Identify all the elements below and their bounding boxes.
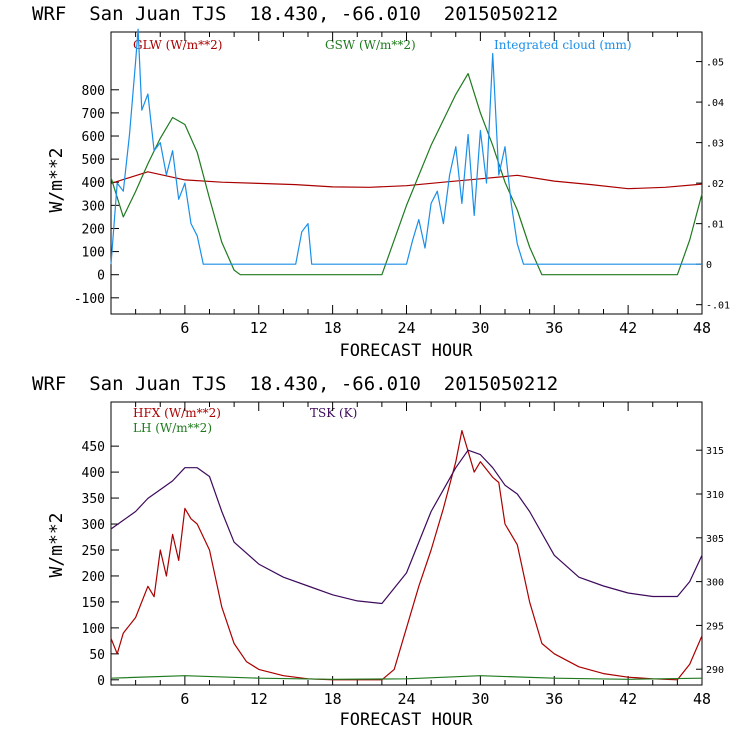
legend-hfx: HFX (W/m**2) <box>133 406 221 420</box>
y2-tick-label: 300 <box>706 578 724 589</box>
y2-tick-label: -.01 <box>706 301 730 312</box>
panel2-y-axis-ticks: 0 50 100 150 200 250 300 350 400 450 <box>82 440 119 689</box>
y-tick-label: 700 <box>82 107 105 122</box>
legend-tsk: TSK (K) <box>310 406 357 420</box>
radiation-panel: WRF San Juan TJS 18.430, -66.010 2015050… <box>32 3 730 361</box>
y2-tick-label: 305 <box>706 534 724 545</box>
y-tick-label: 600 <box>82 130 105 145</box>
legend-lh: LH (W/m**2) <box>133 421 212 435</box>
panel1-ylabel: W/m**2 <box>46 147 67 212</box>
x-tick-label: 6 <box>180 690 189 708</box>
y-tick-label: 400 <box>82 466 105 481</box>
y2-tick-label: .01 <box>706 220 724 231</box>
x-tick-label: 18 <box>324 690 342 708</box>
y-tick-label: 200 <box>82 222 105 237</box>
y-tick-label: 200 <box>82 570 105 585</box>
x-tick-label: 6 <box>180 319 189 337</box>
panel1-xlabel: FORECAST HOUR <box>339 341 473 361</box>
y-tick-label: 150 <box>82 596 105 611</box>
y-tick-label: -100 <box>74 292 105 307</box>
x-tick-label: 24 <box>397 319 415 337</box>
x-tick-label: 30 <box>471 690 489 708</box>
y2-tick-label: 290 <box>706 665 724 676</box>
x-tick-label: 12 <box>250 690 268 708</box>
y2-tick-label: 0 <box>706 260 712 271</box>
panel2-series <box>110 430 703 681</box>
y-tick-label: 800 <box>82 84 105 99</box>
y2-tick-label: .03 <box>706 139 724 150</box>
panel1-plot-frame <box>110 31 703 315</box>
x-tick-label: 30 <box>471 319 489 337</box>
x-tick-label: 48 <box>693 690 711 708</box>
x-tick-label: 42 <box>619 319 637 337</box>
y2-tick-label: 310 <box>706 490 724 501</box>
series-line-glw <box>110 171 703 190</box>
y-tick-label: 0 <box>97 269 105 284</box>
y-tick-label: 350 <box>82 492 105 507</box>
x-tick-label: 42 <box>619 690 637 708</box>
y2-tick-label: 295 <box>706 621 724 632</box>
panel1-title: WRF San Juan TJS 18.430, -66.010 2015050… <box>32 3 558 25</box>
panel1-series <box>110 28 703 276</box>
y-tick-label: 50 <box>89 648 105 663</box>
y2-tick-label: 315 <box>706 446 724 457</box>
x-tick-label: 48 <box>693 319 711 337</box>
surface-flux-panel: WRF San Juan TJS 18.430, -66.010 2015050… <box>32 373 724 730</box>
x-tick-label: 36 <box>545 690 563 708</box>
series-line-lh <box>110 675 703 680</box>
y2-tick-label: .04 <box>706 98 724 109</box>
panel2-title: WRF San Juan TJS 18.430, -66.010 2015050… <box>32 373 558 395</box>
y-tick-label: 400 <box>82 176 105 191</box>
y-tick-label: 450 <box>82 440 105 455</box>
x-tick-label: 24 <box>397 690 415 708</box>
y-tick-label: 500 <box>82 153 105 168</box>
panel2-x-axis-ticks: 6 12 18 24 30 36 42 48 <box>135 402 711 708</box>
series-line-tsk <box>110 449 703 605</box>
y-tick-label: 100 <box>82 622 105 637</box>
legend-cloud: Integrated cloud (mm) <box>494 38 632 52</box>
series-line-gsw <box>110 72 703 276</box>
y2-tick-label: .02 <box>706 179 724 190</box>
panel1-y-axis-ticks: -100 0 100 200 300 400 500 600 700 800 <box>74 84 119 307</box>
y-tick-label: 100 <box>82 246 105 261</box>
legend-glw: GLW (W/m**2) <box>133 38 222 52</box>
y-tick-label: 300 <box>82 199 105 214</box>
panel2-plot-frame <box>110 401 703 686</box>
x-tick-label: 18 <box>324 319 342 337</box>
panel1-x-axis-ticks: 6 12 18 24 30 36 42 48 <box>135 32 711 337</box>
x-tick-label: 12 <box>250 319 268 337</box>
series-line-hfx <box>110 430 703 681</box>
y-tick-label: 250 <box>82 544 105 559</box>
panel2-xlabel: FORECAST HOUR <box>339 710 473 730</box>
panel2-y2-axis-ticks: 290 295 300 305 310 315 <box>696 446 724 676</box>
y2-tick-label: .05 <box>706 58 724 69</box>
y-tick-label: 300 <box>82 518 105 533</box>
panel2-ylabel: W/m**2 <box>46 512 67 577</box>
y-tick-label: 0 <box>97 674 105 689</box>
x-tick-label: 36 <box>545 319 563 337</box>
series-line-integrated-cloud <box>110 28 702 265</box>
legend-gsw: GSW (W/m**2) <box>325 38 416 52</box>
